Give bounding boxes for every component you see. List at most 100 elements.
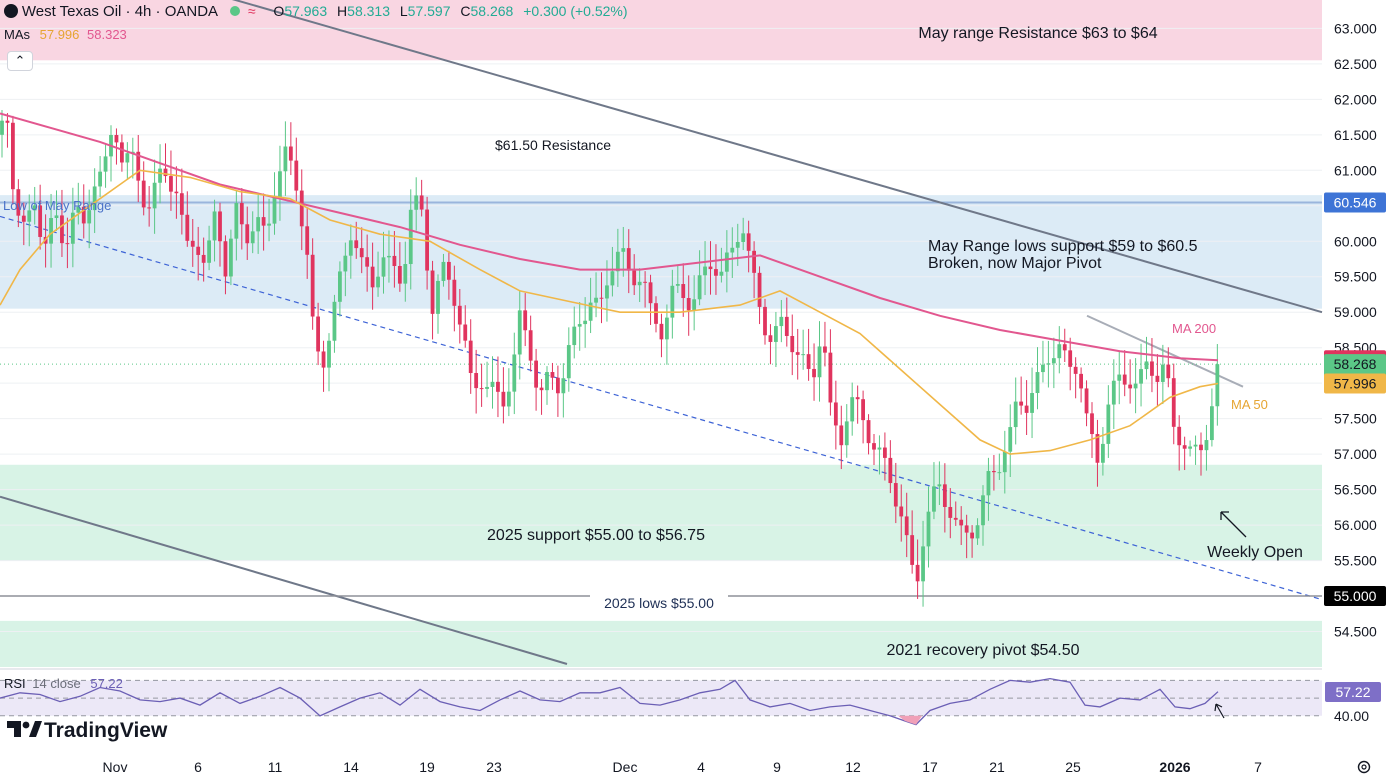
x-tick-label: 6 (194, 759, 202, 775)
candle-body (49, 218, 53, 244)
candle-body (779, 316, 784, 327)
candle-body (490, 381, 495, 387)
candle-body (229, 238, 233, 277)
candle-body (888, 457, 893, 484)
candle-body (621, 248, 626, 252)
candle-body (746, 233, 751, 251)
candle-body (1160, 364, 1165, 382)
candle-body (343, 255, 348, 272)
candle-body (65, 243, 70, 245)
candle-body (910, 535, 915, 565)
rsi-params: 14 close (32, 676, 81, 691)
y-tick-label: 57.500 (1334, 411, 1377, 427)
x-tick-label: 21 (989, 759, 1005, 775)
candle-body (708, 266, 713, 270)
candle-body (201, 254, 206, 263)
candle-body (70, 212, 75, 244)
candle-body (468, 340, 473, 374)
candle-body (81, 206, 86, 224)
candle-body (169, 176, 173, 192)
candle-body (812, 368, 816, 378)
candle-body (120, 142, 124, 163)
candle-body (441, 261, 446, 281)
compare-icon[interactable]: ≈ (247, 3, 256, 19)
candle-body (419, 195, 424, 210)
candle-body (1177, 426, 1182, 446)
y-tick-label: 59.000 (1334, 304, 1377, 320)
candle-body (1133, 383, 1138, 389)
candle-body (665, 317, 669, 340)
candle-body (643, 281, 647, 283)
candle-body (970, 532, 974, 539)
candle-body (1101, 443, 1105, 463)
candle-body (550, 372, 555, 378)
candle-body (1041, 364, 1045, 373)
moving-average-layer (0, 112, 1219, 455)
candle-body (365, 257, 370, 267)
ma50-line (0, 169, 1219, 455)
ohlc-open: O57.963 (273, 3, 328, 19)
candle-body (256, 217, 261, 232)
candle-body (299, 190, 304, 227)
candle-body (768, 335, 773, 342)
price-tag-ma50 (1324, 373, 1386, 394)
candle-body (828, 352, 833, 403)
collapse-legend-button[interactable]: ⌃ (7, 51, 33, 71)
candle-body (795, 352, 800, 355)
candle-body (506, 391, 511, 407)
annotation-61-50-resistance: $61.50 Resistance (495, 137, 611, 153)
y-tick-label: 61.000 (1334, 162, 1377, 178)
x-tick-label: 23 (486, 759, 502, 775)
upper-channel-trendline (231, 0, 1323, 314)
candle-body (817, 346, 822, 378)
candle-layer (0, 109, 1220, 607)
candle-body (1024, 405, 1029, 413)
y-tick-label: 56.500 (1334, 482, 1377, 498)
candle-body (397, 266, 402, 284)
rsi-legend[interactable]: RSI 14 close 57.22 (4, 676, 123, 691)
rsi-level-label: 40.00 (1334, 708, 1369, 724)
annotation-low-of-may-range: Low of May Range (3, 198, 111, 213)
candle-body (948, 506, 953, 518)
candle-body (953, 517, 958, 520)
candle-body (774, 326, 778, 342)
candle-body (190, 240, 195, 247)
price-tag-lows (1324, 586, 1386, 607)
candle-body (1019, 401, 1024, 406)
candle-body (763, 306, 767, 336)
dashed-trendline (0, 215, 1323, 601)
candle-body (942, 484, 947, 507)
candle-body (305, 226, 310, 255)
y-tick-label: 56.000 (1334, 517, 1377, 533)
candle-body (272, 197, 277, 224)
ohlc-high: H58.313 (337, 3, 390, 19)
candle-body (686, 298, 691, 311)
candle-body (735, 241, 740, 248)
candle-body (294, 160, 299, 191)
ma-legend[interactable]: MAs 57.996 58.323 (4, 27, 127, 42)
candle-body (659, 323, 664, 340)
candle-body (904, 516, 909, 536)
candle-body (1139, 369, 1143, 384)
ma-legend-label: MAs (4, 27, 30, 42)
candle-body (697, 275, 702, 300)
candle-body (60, 215, 64, 244)
candle-body (937, 484, 942, 487)
candle-body (681, 284, 686, 299)
settings-gear-icon[interactable] (1357, 760, 1371, 774)
candle-body (561, 378, 566, 394)
lows-label-background (590, 594, 728, 612)
y-tick-label: 62.500 (1334, 56, 1377, 72)
x-tick-label: 25 (1065, 759, 1081, 775)
candle-body (741, 233, 746, 242)
candle-body (1128, 384, 1133, 389)
symbol-title[interactable]: West Texas Oil · 4h · OANDA (21, 3, 219, 20)
candle-body (626, 248, 631, 271)
candle-body (572, 326, 577, 346)
candle-body (594, 297, 598, 303)
candle-body (583, 320, 588, 325)
candle-body (855, 397, 860, 400)
candle-body (1090, 413, 1094, 435)
